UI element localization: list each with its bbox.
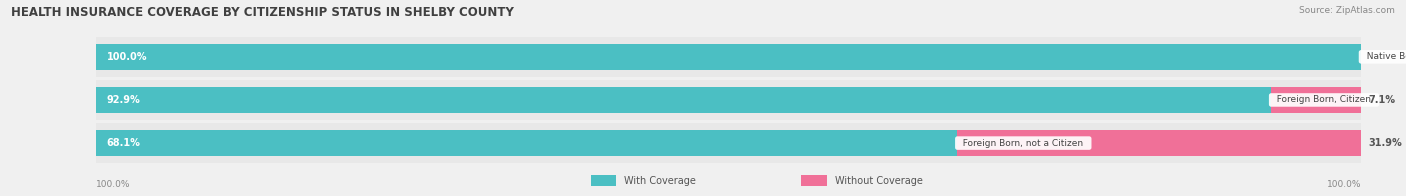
Text: 100.0%: 100.0% <box>96 180 131 189</box>
Text: Foreign Born, Citizen: Foreign Born, Citizen <box>1271 95 1376 104</box>
Text: 100.0%: 100.0% <box>1326 180 1361 189</box>
Text: With Coverage: With Coverage <box>624 176 696 186</box>
Text: Without Coverage: Without Coverage <box>835 176 924 186</box>
Text: 31.9%: 31.9% <box>1368 138 1402 148</box>
Text: Native Born: Native Born <box>1361 52 1406 61</box>
Text: 7.1%: 7.1% <box>1368 95 1395 105</box>
Text: Foreign Born, not a Citizen: Foreign Born, not a Citizen <box>957 139 1090 148</box>
Text: 100.0%: 100.0% <box>107 52 148 62</box>
Text: 68.1%: 68.1% <box>107 138 141 148</box>
Text: 92.9%: 92.9% <box>107 95 141 105</box>
Text: HEALTH INSURANCE COVERAGE BY CITIZENSHIP STATUS IN SHELBY COUNTY: HEALTH INSURANCE COVERAGE BY CITIZENSHIP… <box>11 6 515 19</box>
Text: Source: ZipAtlas.com: Source: ZipAtlas.com <box>1299 6 1395 15</box>
